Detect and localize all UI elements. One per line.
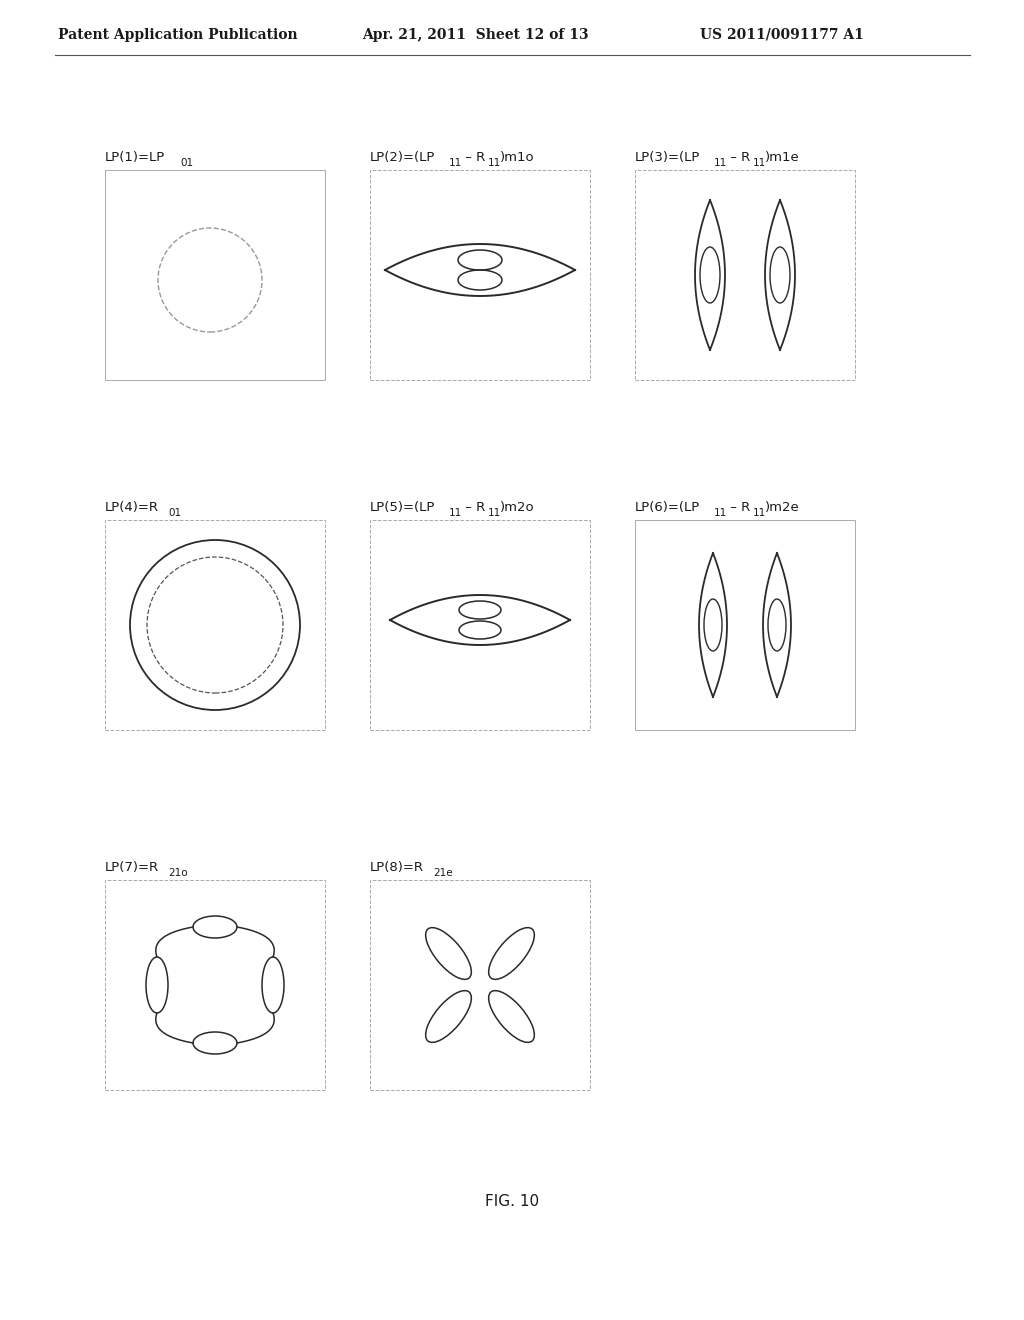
Text: LP(8)=R: LP(8)=R [370, 861, 424, 874]
Text: 21o: 21o [168, 869, 187, 878]
Text: 11: 11 [488, 158, 502, 168]
Text: FIG. 10: FIG. 10 [485, 1195, 539, 1209]
Text: 11: 11 [714, 158, 727, 168]
Bar [370, 170, 590, 380]
Text: LP(3)=(LP: LP(3)=(LP [635, 150, 700, 164]
Text: 01: 01 [180, 158, 194, 168]
Text: )m2o: )m2o [500, 502, 535, 513]
Text: )m2e: )m2e [765, 502, 800, 513]
Bar [635, 520, 855, 730]
Bar [635, 170, 855, 380]
Text: 01: 01 [168, 508, 181, 517]
Text: LP(4)=R: LP(4)=R [105, 502, 159, 513]
Bar [105, 170, 325, 380]
Text: Patent Application Publication: Patent Application Publication [58, 28, 298, 42]
Text: LP(2)=(LP: LP(2)=(LP [370, 150, 435, 164]
Text: Apr. 21, 2011  Sheet 12 of 13: Apr. 21, 2011 Sheet 12 of 13 [362, 28, 589, 42]
Text: 21e: 21e [433, 869, 453, 878]
Text: 11: 11 [488, 508, 502, 517]
Text: – R: – R [461, 150, 485, 164]
Text: )m1e: )m1e [765, 150, 800, 164]
Text: – R: – R [726, 150, 751, 164]
Text: 11: 11 [753, 508, 766, 517]
Text: LP(6)=(LP: LP(6)=(LP [635, 502, 700, 513]
Text: LP(5)=(LP: LP(5)=(LP [370, 502, 435, 513]
Text: LP(1)=LP: LP(1)=LP [105, 150, 165, 164]
Text: 11: 11 [753, 158, 766, 168]
Text: US 2011/0091177 A1: US 2011/0091177 A1 [700, 28, 864, 42]
Text: LP(7)=R: LP(7)=R [105, 861, 159, 874]
Text: 11: 11 [449, 158, 462, 168]
Bar [105, 520, 325, 730]
Bar [370, 880, 590, 1090]
Text: 11: 11 [449, 508, 462, 517]
Text: – R: – R [726, 502, 751, 513]
Text: 11: 11 [714, 508, 727, 517]
Bar [370, 520, 590, 730]
Text: – R: – R [461, 502, 485, 513]
Text: )m1o: )m1o [500, 150, 535, 164]
Bar [105, 880, 325, 1090]
